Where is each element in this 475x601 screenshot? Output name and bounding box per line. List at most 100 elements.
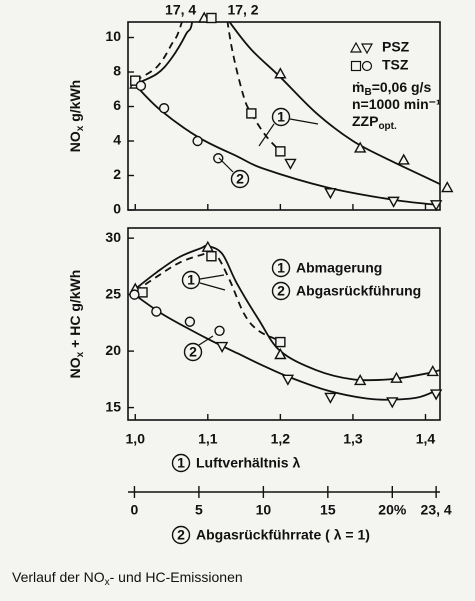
condition-note-run: =0,06 g/s [372, 79, 432, 95]
y-tick-label: 15 [105, 398, 121, 414]
curve-label: 1 [277, 109, 285, 125]
data-point [386, 397, 399, 409]
y-tick-label: 4 [113, 132, 121, 148]
x-axis-label: Luftverhältnis λ [196, 455, 300, 471]
data-point [441, 181, 454, 193]
data-point [429, 389, 443, 401]
curve-label: 2 [236, 171, 244, 187]
y-axis-label: NOx g/kWh [67, 80, 86, 152]
data-point [246, 108, 257, 119]
curve-label-circle [183, 342, 203, 362]
y-axis-label-run: NO [67, 131, 83, 152]
y-axis-label-run: x [75, 351, 86, 357]
data-point [429, 200, 443, 212]
data-point [213, 153, 224, 164]
y-axis-label: NOx + HC g/kWh [67, 270, 86, 379]
legend-glyph [350, 60, 362, 72]
x-tick-label: 1,3 [343, 431, 363, 447]
condition-note: ṁB=0,06 g/s [352, 79, 431, 98]
condition-note-run: n=1000 min⁻¹ [352, 96, 441, 112]
legend-label: PSZ [382, 39, 410, 55]
y-tick-label: 0 [113, 201, 121, 217]
data-point [192, 135, 203, 147]
legend-glyph [349, 41, 363, 53]
caption: Verlauf der NOx- und HC-Emissionen [12, 569, 243, 588]
data-point [129, 289, 140, 300]
y-tick-label: 6 [113, 97, 121, 113]
data-point [275, 336, 286, 348]
caption-run: - und HC-Emissionen [110, 569, 243, 585]
leader-line [198, 335, 214, 346]
data-point [390, 371, 403, 383]
legend-label: Abgasrückführung [296, 283, 421, 299]
x2-tick-label: 23, 4 [421, 502, 452, 518]
x2-tick-label: 20% [378, 502, 407, 518]
data-point [397, 153, 410, 165]
x2-axis-label: Abgasrückführrate ( λ = 1) [196, 527, 370, 543]
curve-label: 2 [189, 344, 197, 360]
y-tick-label: 30 [105, 229, 121, 245]
legend-number: 2 [277, 283, 285, 299]
x2-axis-number: 2 [177, 527, 185, 543]
x2-tick-label: 15 [320, 502, 336, 518]
legend-number-circle [271, 258, 291, 278]
peak-value-label: 17, 2 [227, 2, 258, 18]
curve [134, 244, 440, 382]
leader-line [199, 274, 225, 280]
x2-tick-label: 5 [195, 502, 203, 518]
curve-label-circle [230, 169, 250, 189]
data-point [206, 251, 217, 262]
peak-glyph [206, 12, 217, 24]
data-point [135, 80, 147, 92]
data-point [184, 316, 196, 327]
condition-note: ZZPopt. [352, 113, 397, 132]
plot-frame [127, 227, 441, 421]
data-point [275, 146, 286, 157]
condition-note-run: B [364, 87, 371, 98]
x2-tick-label: 0 [131, 502, 139, 518]
y-axis-label-run: x [75, 125, 86, 131]
x-tick-label: 1,0 [126, 431, 146, 447]
y-axis-label-run: + HC g/kWh [67, 270, 83, 352]
condition-note: n=1000 min⁻¹ [352, 96, 441, 112]
legend-number: 1 [277, 260, 285, 276]
data-point [324, 188, 337, 200]
x-axis-number-circle [171, 453, 191, 473]
y-axis-label-run: NO [67, 357, 83, 378]
peak-value-label: 17, 4 [165, 2, 196, 18]
caption-run: x [105, 577, 110, 588]
legend-glyph [361, 60, 373, 72]
data-point [281, 374, 295, 386]
y-tick-label: 25 [105, 285, 121, 301]
data-point [130, 75, 141, 86]
curve [134, 22, 440, 186]
data-point [353, 141, 367, 153]
legend-number-circle [271, 281, 291, 301]
data-point [274, 348, 287, 360]
x2-axis-number-circle [171, 525, 191, 545]
y-tick-label: 2 [113, 166, 121, 182]
legend-label: Abmagerung [296, 260, 382, 276]
data-point [274, 67, 287, 79]
data-point [426, 364, 439, 377]
x-axis-number: 1 [177, 455, 185, 471]
leader-line [258, 123, 275, 147]
data-point [214, 325, 225, 336]
data-point [284, 158, 297, 170]
legend-glyph [360, 43, 374, 55]
x-tick-label: 1,2 [271, 431, 291, 447]
plot-frame [127, 21, 441, 211]
y-tick-label: 20 [105, 342, 121, 358]
data-point [215, 341, 229, 354]
condition-note-run: opt. [378, 121, 397, 132]
leader-line [289, 118, 319, 125]
leader-line [218, 157, 234, 173]
condition-note-run: ṁ [352, 79, 364, 95]
x-tick-label: 1,1 [198, 431, 218, 447]
curve-label-circle [181, 270, 201, 290]
leader-line [199, 282, 226, 291]
x2-tick-label: 10 [256, 502, 272, 518]
y-axis-label-run: g/kWh [67, 80, 83, 126]
caption-run: Verlauf der NO [12, 569, 105, 585]
